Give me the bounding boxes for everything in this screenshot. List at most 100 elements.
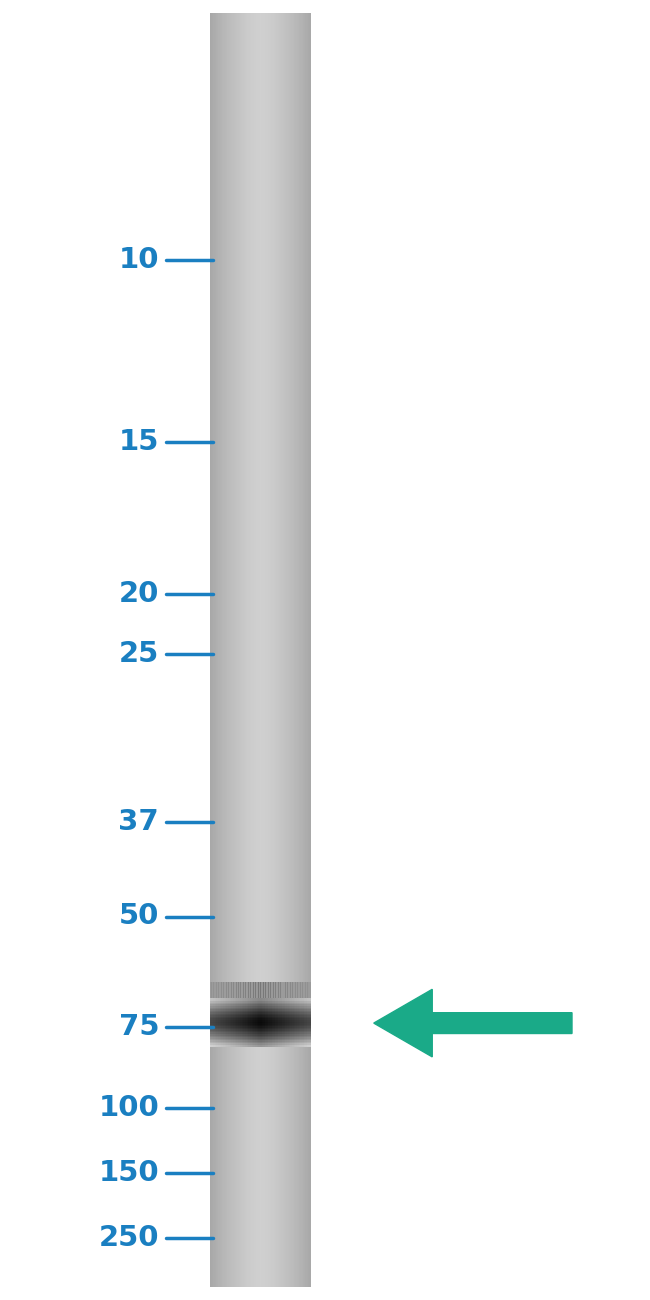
- Bar: [222, 1022, 224, 1024]
- Bar: [252, 1044, 254, 1046]
- Bar: [246, 1037, 249, 1040]
- Bar: [237, 1044, 239, 1046]
- Bar: [285, 1000, 287, 1002]
- Bar: [294, 1040, 296, 1044]
- Bar: [274, 1031, 276, 1034]
- Bar: [282, 1008, 284, 1010]
- Bar: [278, 1014, 281, 1017]
- Bar: [304, 1014, 306, 1017]
- Bar: [270, 1031, 272, 1034]
- Bar: [231, 1011, 234, 1014]
- Bar: [278, 1032, 281, 1036]
- Bar: [226, 1015, 229, 1018]
- Bar: [246, 998, 249, 1001]
- Bar: [223, 1004, 226, 1006]
- Bar: [258, 1037, 261, 1040]
- Bar: [223, 1028, 226, 1031]
- Bar: [252, 1043, 254, 1045]
- Bar: [263, 1013, 266, 1015]
- Bar: [255, 1030, 257, 1032]
- Bar: [218, 1009, 220, 1013]
- Bar: [263, 1035, 266, 1037]
- Bar: [248, 1015, 251, 1018]
- Bar: [258, 1011, 261, 1014]
- Bar: [266, 1000, 269, 1002]
- Bar: [230, 1031, 232, 1034]
- Bar: [282, 1022, 284, 1024]
- Bar: [255, 1009, 257, 1013]
- Bar: [235, 1005, 237, 1008]
- Bar: [250, 1005, 252, 1008]
- Bar: [254, 1032, 255, 1036]
- Bar: [255, 1044, 257, 1046]
- Bar: [278, 1022, 281, 1024]
- Bar: [280, 1023, 283, 1026]
- Bar: [213, 1005, 215, 1008]
- Bar: [298, 1043, 301, 1045]
- Bar: [218, 1008, 220, 1010]
- Bar: [295, 1024, 298, 1028]
- Bar: [250, 1040, 252, 1044]
- Bar: [248, 1039, 251, 1041]
- Bar: [223, 998, 226, 1001]
- Bar: [280, 1039, 283, 1041]
- Bar: [246, 1043, 249, 1045]
- Bar: [295, 1004, 298, 1006]
- Bar: [242, 1000, 244, 1002]
- Bar: [265, 1024, 267, 1028]
- Bar: [272, 1015, 274, 1018]
- Bar: [302, 1037, 304, 1040]
- Bar: [294, 1015, 296, 1018]
- Bar: [277, 1009, 279, 1013]
- Bar: [240, 1014, 242, 1017]
- Bar: [225, 1014, 227, 1017]
- Bar: [248, 1036, 251, 1039]
- Bar: [287, 1040, 289, 1044]
- Bar: [209, 1011, 212, 1014]
- Bar: [252, 1037, 254, 1040]
- Bar: [302, 1019, 304, 1022]
- Bar: [240, 1020, 242, 1023]
- Bar: [228, 1031, 230, 1034]
- Bar: [278, 1028, 281, 1031]
- Bar: [258, 1027, 261, 1030]
- Bar: [238, 1024, 240, 1028]
- Bar: [282, 1032, 284, 1036]
- Bar: [243, 1040, 246, 1044]
- Bar: [226, 1001, 229, 1005]
- Bar: [230, 982, 232, 1000]
- Bar: [266, 1009, 269, 1013]
- Bar: [248, 13, 250, 1287]
- Bar: [300, 998, 303, 1001]
- Bar: [262, 1031, 264, 1034]
- Bar: [218, 1005, 220, 1008]
- Bar: [296, 13, 298, 1287]
- Bar: [282, 1027, 284, 1030]
- Bar: [272, 1006, 274, 1009]
- Bar: [278, 1009, 281, 1013]
- Bar: [278, 1000, 281, 1002]
- Bar: [213, 1023, 215, 1026]
- Bar: [238, 1022, 240, 1024]
- Bar: [275, 1027, 278, 1030]
- Bar: [223, 1005, 226, 1008]
- Bar: [262, 1044, 264, 1046]
- Bar: [265, 1027, 267, 1030]
- Bar: [228, 1043, 230, 1045]
- Bar: [238, 1009, 240, 1013]
- Bar: [274, 1040, 276, 1044]
- Bar: [254, 982, 255, 1000]
- Bar: [282, 982, 284, 1000]
- Bar: [241, 13, 243, 1287]
- Bar: [268, 1022, 271, 1024]
- Bar: [283, 1014, 286, 1017]
- Bar: [275, 1037, 278, 1040]
- Bar: [243, 1035, 246, 1037]
- Bar: [263, 13, 265, 1287]
- Bar: [211, 1015, 214, 1018]
- Bar: [262, 1027, 264, 1030]
- Bar: [304, 998, 306, 1001]
- Bar: [237, 1035, 239, 1037]
- Bar: [235, 1036, 237, 1039]
- Bar: [254, 1037, 255, 1040]
